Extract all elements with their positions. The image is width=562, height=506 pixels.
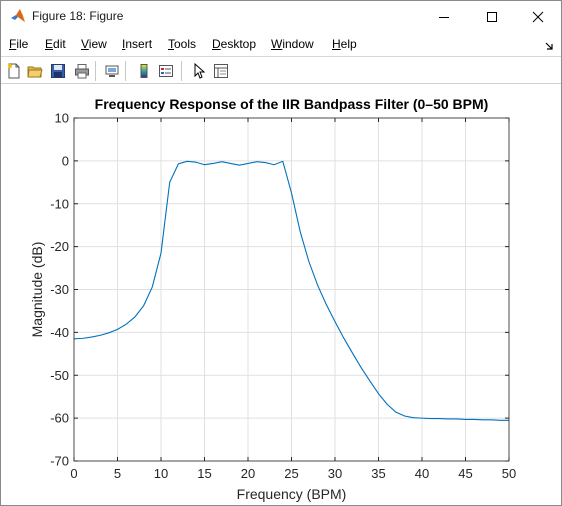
x-tick-label: 30 bbox=[328, 466, 342, 481]
x-tick-label: 35 bbox=[371, 466, 385, 481]
x-axis-label: Frequency (BPM) bbox=[237, 486, 347, 502]
menu-file[interactable]: File bbox=[9, 37, 29, 51]
edit-plot-button[interactable] bbox=[189, 61, 209, 81]
edit-plot-icon bbox=[194, 63, 206, 79]
y-tick-label: -10 bbox=[50, 196, 69, 211]
close-button[interactable] bbox=[515, 1, 561, 32]
toolbar-toggle-arrow-icon[interactable] bbox=[545, 38, 555, 56]
chart-title: Frequency Response of the IIR Bandpass F… bbox=[95, 96, 489, 112]
new-figure-icon bbox=[8, 63, 20, 79]
menu-tools[interactable]: Tools bbox=[168, 37, 197, 51]
save-icon bbox=[51, 64, 65, 78]
menu-view[interactable]: View bbox=[81, 37, 107, 51]
maximize-button[interactable] bbox=[469, 1, 515, 32]
menu-bar: File Edit View Insert Tools Desktop Wind… bbox=[1, 32, 561, 56]
x-tick-label: 5 bbox=[114, 466, 121, 481]
link-plot-button[interactable] bbox=[102, 61, 122, 81]
y-tick-label: -40 bbox=[50, 325, 69, 340]
x-tick-label: 10 bbox=[154, 466, 168, 481]
figure-canvas[interactable]: 0 5 10 15 20 25 30 35 40 45 50 10 0 -10 -20 -30 -40 -50 -6… bbox=[1, 85, 561, 505]
insert-legend-button[interactable] bbox=[156, 61, 176, 81]
menu-desktop[interactable]: Desktop bbox=[212, 37, 257, 51]
y-tick-label: 10 bbox=[55, 111, 69, 126]
maximize-icon bbox=[487, 11, 497, 22]
insert-colorbar-icon bbox=[140, 64, 148, 78]
toolbar-separator bbox=[95, 61, 96, 81]
link-plot-icon bbox=[105, 65, 119, 77]
menu-window[interactable]: Window bbox=[271, 37, 314, 51]
toolbar-separator bbox=[181, 61, 182, 81]
x-tick-label: 0 bbox=[70, 466, 77, 481]
x-tick-label: 40 bbox=[415, 466, 429, 481]
y-tick-label: 0 bbox=[62, 153, 69, 168]
x-tick-label: 50 bbox=[502, 466, 516, 481]
x-tick-label: 45 bbox=[458, 466, 472, 481]
save-button[interactable] bbox=[48, 61, 68, 81]
x-tick-label: 20 bbox=[241, 466, 255, 481]
x-tick-label: 25 bbox=[284, 466, 298, 481]
y-tick-label: -30 bbox=[50, 282, 69, 297]
menu-insert[interactable]: Insert bbox=[122, 37, 153, 51]
open-file-button[interactable] bbox=[25, 61, 45, 81]
window-title: Figure 18: Figure bbox=[32, 9, 124, 23]
print-icon bbox=[75, 64, 89, 79]
toolbar-separator bbox=[125, 61, 126, 81]
figure-toolbar bbox=[1, 56, 561, 84]
plot-svg[interactable]: 0 5 10 15 20 25 30 35 40 45 50 10 0 -10 -20 -30 -40 -50 -6… bbox=[1, 85, 561, 505]
close-icon bbox=[532, 11, 544, 22]
y-tick-label: -20 bbox=[50, 239, 69, 254]
matlab-logo-icon bbox=[10, 8, 26, 24]
property-inspector-button[interactable] bbox=[211, 61, 231, 81]
title-bar[interactable]: Figure 18: Figure bbox=[1, 1, 561, 32]
insert-colorbar-button[interactable] bbox=[134, 61, 154, 81]
y-tick-label: -50 bbox=[50, 368, 69, 383]
y-tick-label: -70 bbox=[50, 454, 69, 469]
series-line bbox=[73, 160, 509, 421]
property-inspector-icon bbox=[214, 64, 228, 78]
new-figure-button[interactable] bbox=[4, 61, 24, 81]
menu-help[interactable]: Help bbox=[332, 37, 357, 51]
minimize-icon bbox=[439, 16, 449, 18]
print-button[interactable] bbox=[72, 61, 92, 81]
y-tick-label: -60 bbox=[50, 411, 69, 426]
y-axis-label: Magnitude (dB) bbox=[29, 242, 45, 338]
minimize-button[interactable] bbox=[421, 1, 467, 32]
insert-legend-icon bbox=[159, 65, 173, 77]
menu-edit[interactable]: Edit bbox=[45, 37, 66, 51]
open-file-icon bbox=[27, 66, 43, 78]
x-tick-label: 15 bbox=[197, 466, 211, 481]
